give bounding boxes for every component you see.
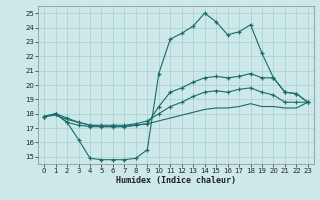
X-axis label: Humidex (Indice chaleur): Humidex (Indice chaleur) bbox=[116, 176, 236, 185]
